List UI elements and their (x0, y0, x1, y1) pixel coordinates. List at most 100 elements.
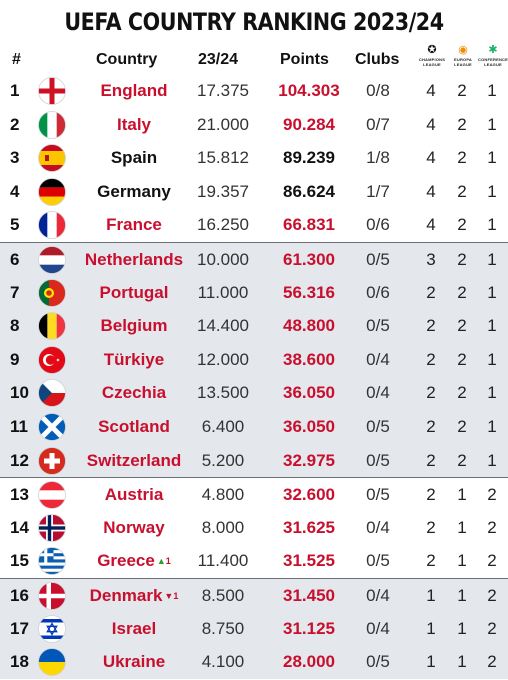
conference-league-spots-cell: 2 (487, 585, 497, 605)
table-row: 12 Switzerland 5.200 32.975 0/5 2 2 1 (0, 443, 508, 478)
total-points-cell: 90.284 (283, 114, 335, 134)
arrow-down-icon: ▼ (164, 590, 174, 601)
country-name: Portugal (99, 282, 169, 302)
table-row: 11 Scotland 6.400 36.050 0/5 2 2 1 (0, 409, 508, 444)
europa-league-spots-cell: 2 (457, 114, 467, 134)
country-cell: Switzerland (70, 444, 198, 478)
champions-league-spots-cell: 3 (426, 249, 436, 269)
country-name: Denmark (89, 585, 163, 605)
country-name: Czechia (101, 383, 167, 403)
season-points-cell: 5.200 (201, 450, 245, 470)
season-points-cell: 21.000 (197, 114, 249, 134)
europa-league-spots-cell: 1 (457, 517, 467, 537)
season-points-cell: 11.000 (197, 282, 249, 302)
champions-league-spots-cell: 4 (426, 114, 436, 134)
table-row: 18 Ukraine 4.100 28.000 0/5 1 1 2 (0, 645, 508, 679)
champions-league-spots-cell: 4 (426, 215, 436, 235)
europa-league-spots-cell: 1 (457, 618, 467, 638)
clubs-cell: 0/5 (366, 652, 390, 672)
country-cell: Netherlands (70, 243, 198, 277)
country-name: Germany (97, 181, 171, 201)
clubs-cell: 0/5 (366, 416, 390, 436)
total-points-cell: 36.050 (283, 416, 335, 436)
season-points-cell: 8.750 (201, 618, 245, 638)
season-points-cell: 11.400 (197, 551, 249, 571)
conference-league-spots-cell: 1 (487, 349, 497, 369)
country-name: Italy (116, 114, 152, 134)
rank-cell: 2 (10, 114, 20, 134)
czechia-flag (38, 379, 66, 408)
conference-league-spots-cell: 1 (487, 316, 497, 336)
champions-league-spots-cell: 2 (426, 450, 436, 470)
europa-league-icon: ◉ EUROPA LEAGUE (453, 44, 473, 67)
table-row: 16 Denmark ▼1 8.500 31.450 0/4 1 1 2 (0, 577, 508, 613)
season-points-cell: 8.000 (201, 517, 245, 537)
total-points-cell: 31.625 (283, 517, 335, 537)
champions-league-spots-cell: 4 (426, 148, 436, 168)
season-points-cell: 17.375 (197, 81, 249, 100)
conference-league-spots-cell: 1 (487, 450, 497, 470)
season-points-cell: 16.250 (197, 215, 249, 235)
rank-change-indicator: ▲1 (157, 556, 171, 566)
season-points-cell: 19.357 (197, 181, 249, 201)
champions-league-spots-cell: 2 (426, 282, 436, 302)
conference-league-spots-cell: 2 (487, 618, 497, 638)
europa-league-spots-cell: 1 (457, 652, 467, 672)
country-name: Switzerland (86, 450, 182, 470)
england-flag (38, 77, 66, 105)
europa-league-spots-cell: 1 (457, 585, 467, 605)
country-cell: Türkiye (70, 343, 198, 377)
austria-flag (38, 481, 66, 510)
conference-league-spots-cell: 2 (487, 517, 497, 537)
denmark-flag (38, 582, 66, 610)
table-row: 5 France 16.250 66.831 0/6 4 2 1 (0, 208, 508, 242)
country-cell: Austria (70, 478, 198, 512)
france-flag (38, 211, 66, 240)
europa-league-spots-cell: 2 (457, 148, 467, 168)
country-name: Austria (104, 485, 164, 505)
rank-cell: 18 (10, 652, 29, 672)
country-cell: Denmark ▼1 (70, 579, 198, 613)
total-points-cell: 32.600 (283, 485, 335, 505)
rank-cell: 12 (10, 450, 29, 470)
champions-league-spots-cell: 1 (426, 652, 436, 672)
clubs-cell: 0/4 (366, 349, 390, 369)
country-name: Ukraine (102, 652, 166, 672)
europa-league-spots-cell: 2 (457, 282, 467, 302)
table-header: # Country 23/24 Points Clubs ✪ CHAMPIONS… (0, 44, 508, 76)
clubs-cell: 1/7 (366, 181, 390, 201)
rank-change-amount: 1 (165, 556, 171, 567)
total-points-cell: 104.303 (278, 81, 340, 100)
europa-league-spots-cell: 2 (457, 215, 467, 235)
conference-league-spots-cell: 1 (487, 416, 497, 436)
rank-cell: 6 (10, 249, 20, 269)
total-points-cell: 86.624 (283, 181, 335, 201)
table-row: 17 Israel 8.750 31.125 0/4 1 1 2 (0, 611, 508, 646)
conference-league-spots-cell: 1 (487, 383, 497, 403)
country-cell: Israel (70, 612, 198, 646)
total-points-cell: 31.125 (283, 618, 335, 638)
rank-cell: 3 (10, 148, 20, 168)
champions-league-spots-cell: 4 (426, 181, 436, 201)
clubs-cell: 0/4 (366, 585, 390, 605)
israel-flag (38, 614, 66, 643)
europa-league-spots-cell: 2 (457, 181, 467, 201)
norway-flag (38, 513, 66, 542)
switzerland-flag (38, 446, 66, 475)
clubs-cell: 0/5 (366, 450, 390, 470)
scotland-flag (38, 413, 66, 441)
netherlands-flag (38, 246, 66, 274)
country-name: Netherlands (84, 249, 184, 269)
table-row: 8 Belgium 14.400 48.800 0/5 2 2 1 (0, 309, 508, 343)
rank-cell: 11 (10, 416, 28, 436)
conference-league-icon: ✱ CONFERENCE LEAGUE (478, 44, 508, 67)
clubs-cell: 0/8 (366, 81, 390, 100)
rank-cell: 17 (10, 618, 29, 638)
country-cell: Czechia (70, 376, 198, 410)
conference-league-spots-cell: 2 (487, 485, 497, 505)
rank-cell: 14 (10, 517, 29, 537)
clubs-cell: 0/5 (366, 249, 390, 269)
conference-league-spots-cell: 1 (487, 148, 497, 168)
total-points-cell: 89.239 (283, 148, 335, 168)
europa-league-spots-cell: 2 (457, 349, 467, 369)
